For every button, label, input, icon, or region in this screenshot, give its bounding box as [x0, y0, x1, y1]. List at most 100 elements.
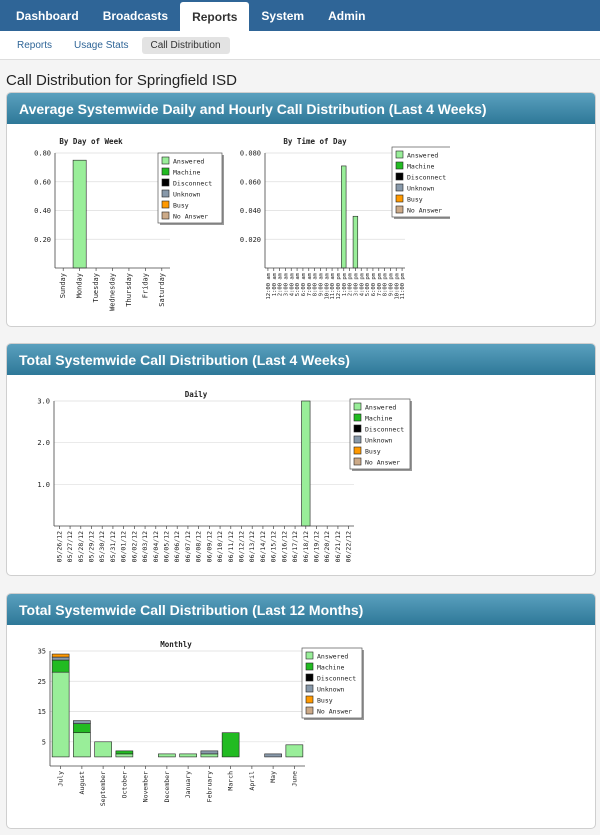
x-tick-label: 06/15/12: [270, 531, 278, 562]
y-tick-label: 0.060: [240, 178, 261, 186]
page-title: Call Distribution for Springfield ISD: [6, 72, 237, 89]
x-tick-label: 11:00 pm: [400, 272, 406, 299]
legend-label: Answered: [173, 158, 204, 166]
bar-answered: [51, 671, 70, 758]
x-tick-label: November: [142, 771, 150, 802]
bar-machine: [73, 723, 91, 734]
panel-average-distribution: Average Systemwide Daily and Hourly Call…: [6, 92, 596, 327]
legend-label: Unknown: [317, 686, 344, 694]
x-tick-label: 05/26/12: [55, 531, 63, 562]
x-tick-label: 7:00 am: [307, 272, 313, 296]
legend-label: Busy: [317, 697, 333, 705]
nav-reports[interactable]: Reports: [180, 2, 250, 31]
legend-swatch-busy: [161, 200, 170, 209]
x-tick-label: Wednesday: [109, 273, 117, 311]
legend-swatch-disconnect: [305, 673, 314, 682]
x-tick-label: 4:00 pm: [359, 272, 365, 296]
legend-swatch-unknown: [161, 189, 170, 198]
x-tick-label: 06/04/12: [152, 531, 160, 562]
y-tick-label: 0.80: [34, 150, 51, 158]
nav-dashboard[interactable]: Dashboard: [16, 8, 79, 23]
panel-total-4-weeks: Total Systemwide Call Distribution (Last…: [6, 343, 596, 576]
bar-answered: [352, 215, 359, 269]
x-tick-label: 6:00 pm: [371, 272, 377, 296]
legend-swatch-busy: [353, 446, 362, 455]
x-tick-label: 12:00 pm: [336, 272, 342, 299]
x-tick-label: December: [163, 771, 171, 802]
chart-by-day-of-week: By Day of Week 0.20 0.40 0.60 0.80 Sunday Mond…: [34, 137, 224, 311]
y-tick-label: 15: [38, 708, 46, 716]
x-tick-label: 8:00 pm: [383, 272, 389, 296]
legend-label: No Answer: [407, 207, 442, 215]
y-tick-label: 0.60: [34, 178, 51, 186]
y-tick-label: 1.0: [37, 481, 50, 489]
x-tick-label: Friday: [141, 273, 149, 298]
bar-unknown: [51, 656, 70, 661]
x-tick-label: 06/11/12: [227, 531, 235, 562]
legend-label: Busy: [173, 202, 189, 210]
x-tick-label: 11:00 am: [330, 272, 336, 299]
y-tick-label: 0.040: [240, 207, 261, 215]
x-tick-label: 06/09/12: [205, 531, 213, 562]
x-tick-label: 06/18/12: [302, 531, 310, 562]
x-tick-label: 05/28/12: [77, 531, 85, 562]
x-tick-label: 05/29/12: [88, 531, 96, 562]
x-tick-label: 06/07/12: [184, 531, 192, 562]
plot-area: [50, 651, 305, 766]
x-tick-label: October: [120, 771, 128, 798]
legend-swatch-no-answer: [353, 457, 362, 466]
x-tick-label: 05/30/12: [98, 531, 106, 562]
legend-swatch-disconnect: [395, 172, 404, 181]
legend-label: Answered: [365, 404, 396, 412]
legend-label: Machine: [365, 415, 392, 423]
x-tick-label: 9:00 pm: [388, 272, 394, 296]
x-tick-label: 06/19/12: [313, 531, 321, 562]
x-tick-label: 06/17/12: [291, 531, 299, 562]
x-tick-label: 06/02/12: [130, 531, 138, 562]
legend-swatch-no-answer: [395, 205, 404, 214]
x-tick-label: 9:00 am: [318, 272, 324, 296]
legend-swatch-answered: [353, 402, 362, 411]
y-tick-label: 0.40: [34, 207, 51, 215]
y-tick-label: 5: [42, 738, 46, 746]
bar-answered: [341, 165, 347, 269]
nav-broadcasts[interactable]: Broadcasts: [102, 8, 169, 23]
subnav-call-distribution[interactable]: Call Distribution: [141, 36, 230, 54]
legend-swatch-machine: [161, 167, 170, 176]
legend-label: Disconnect: [407, 174, 446, 182]
panel-title: Average Systemwide Daily and Hourly Call…: [7, 93, 595, 124]
legend-swatch-machine: [305, 662, 314, 671]
x-tick-label: 1:00 am: [272, 272, 278, 296]
legend: [349, 398, 411, 470]
legend-swatch-unknown: [395, 183, 404, 192]
panel-title: Total Systemwide Call Distribution (Last…: [7, 594, 595, 625]
y-tick-label: 0.080: [240, 150, 261, 158]
y-tick-label: 35: [38, 648, 46, 656]
x-tick-label: 06/03/12: [141, 531, 149, 562]
y-tick-label: 0.20: [34, 236, 51, 244]
legend-label: Unknown: [407, 185, 434, 193]
legend-swatch-unknown: [353, 435, 362, 444]
x-tick-label: 7:00 pm: [377, 272, 383, 296]
bar-unknown: [200, 750, 219, 755]
panel-title: Total Systemwide Call Distribution (Last…: [7, 344, 595, 375]
x-tick-label: 4:00 am: [289, 272, 295, 296]
nav-system[interactable]: System: [261, 8, 305, 23]
legend-label: Disconnect: [173, 180, 212, 188]
legend-swatch-machine: [353, 413, 362, 422]
legend-label: Busy: [407, 196, 423, 204]
y-tick-label: 25: [38, 678, 46, 686]
legend-label: Answered: [407, 152, 438, 160]
legend-label: No Answer: [173, 213, 208, 221]
subnav-reports[interactable]: Reports: [17, 39, 53, 51]
legend-label: Unknown: [365, 437, 392, 445]
x-tick-label: 06/22/12: [345, 531, 353, 562]
legend-swatch-machine: [395, 161, 404, 170]
x-tick-label: 10:00 am: [324, 272, 330, 299]
x-tick-label: 2:00 pm: [348, 272, 354, 296]
nav-admin[interactable]: Admin: [328, 8, 366, 23]
subnav-usage-stats[interactable]: Usage Stats: [74, 39, 129, 51]
bar-answered: [179, 753, 197, 758]
bar-answered: [94, 741, 112, 758]
